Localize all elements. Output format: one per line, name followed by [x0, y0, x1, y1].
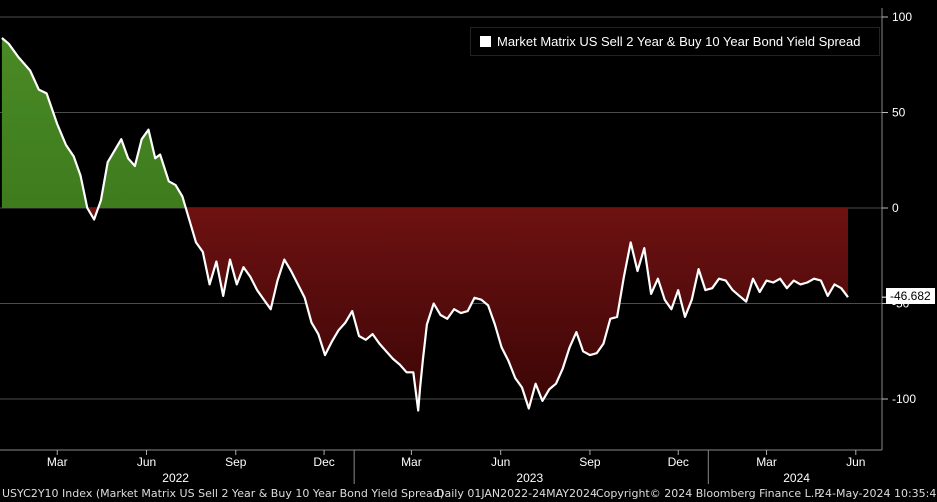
- x-year-label: 2024: [783, 471, 810, 485]
- series-line: [1, 37, 849, 412]
- x-tick-label: Dec: [313, 455, 334, 469]
- x-tick-label: Mar: [47, 455, 68, 469]
- x-tick-label: Jun: [491, 455, 510, 469]
- x-tick-label: Mar: [756, 455, 777, 469]
- legend: Market Matrix US Sell 2 Year & Buy 10 Ye…: [470, 27, 880, 56]
- x-tick-label: Sep: [225, 455, 247, 469]
- legend-label: Market Matrix US Sell 2 Year & Buy 10 Ye…: [497, 34, 861, 49]
- y-tick-label: 50: [892, 106, 906, 120]
- footer-timestamp: 24-May-2024 10:35:43: [818, 487, 937, 500]
- negative-area: [1, 208, 848, 411]
- y-tick-label: 0: [892, 201, 899, 215]
- x-year-label: 2022: [162, 471, 189, 485]
- x-tick-label: Dec: [668, 455, 689, 469]
- y-tick-label: -100: [892, 392, 916, 406]
- x-tick-label: Jun: [846, 455, 865, 469]
- x-tick-label: Mar: [401, 455, 422, 469]
- y-tick-label: 100: [892, 10, 912, 24]
- footer-ticker: USYC2Y10 Index (Market Matrix US Sell 2 …: [2, 487, 445, 500]
- x-tick-label: Sep: [579, 455, 601, 469]
- area-fills: [1, 38, 848, 411]
- spread-line: [1, 37, 849, 412]
- x-axis: Mar Jun Sep Dec Mar Jun Sep Dec Mar Jun 2022 2023 20…: [0, 449, 882, 485]
- x-year-label: 2023: [516, 471, 543, 485]
- footer: USYC2Y10 Index (Market Matrix US Sell 2 …: [0, 486, 937, 502]
- footer-copyright: Copyright© 2024 Bloomberg Finance L.P.: [596, 487, 823, 500]
- x-tick-label: Jun: [137, 455, 156, 469]
- legend-swatch: [480, 36, 491, 47]
- last-value-label: -46.682: [886, 288, 935, 305]
- footer-range: Daily 01JAN2022-24MAY2024: [436, 487, 597, 500]
